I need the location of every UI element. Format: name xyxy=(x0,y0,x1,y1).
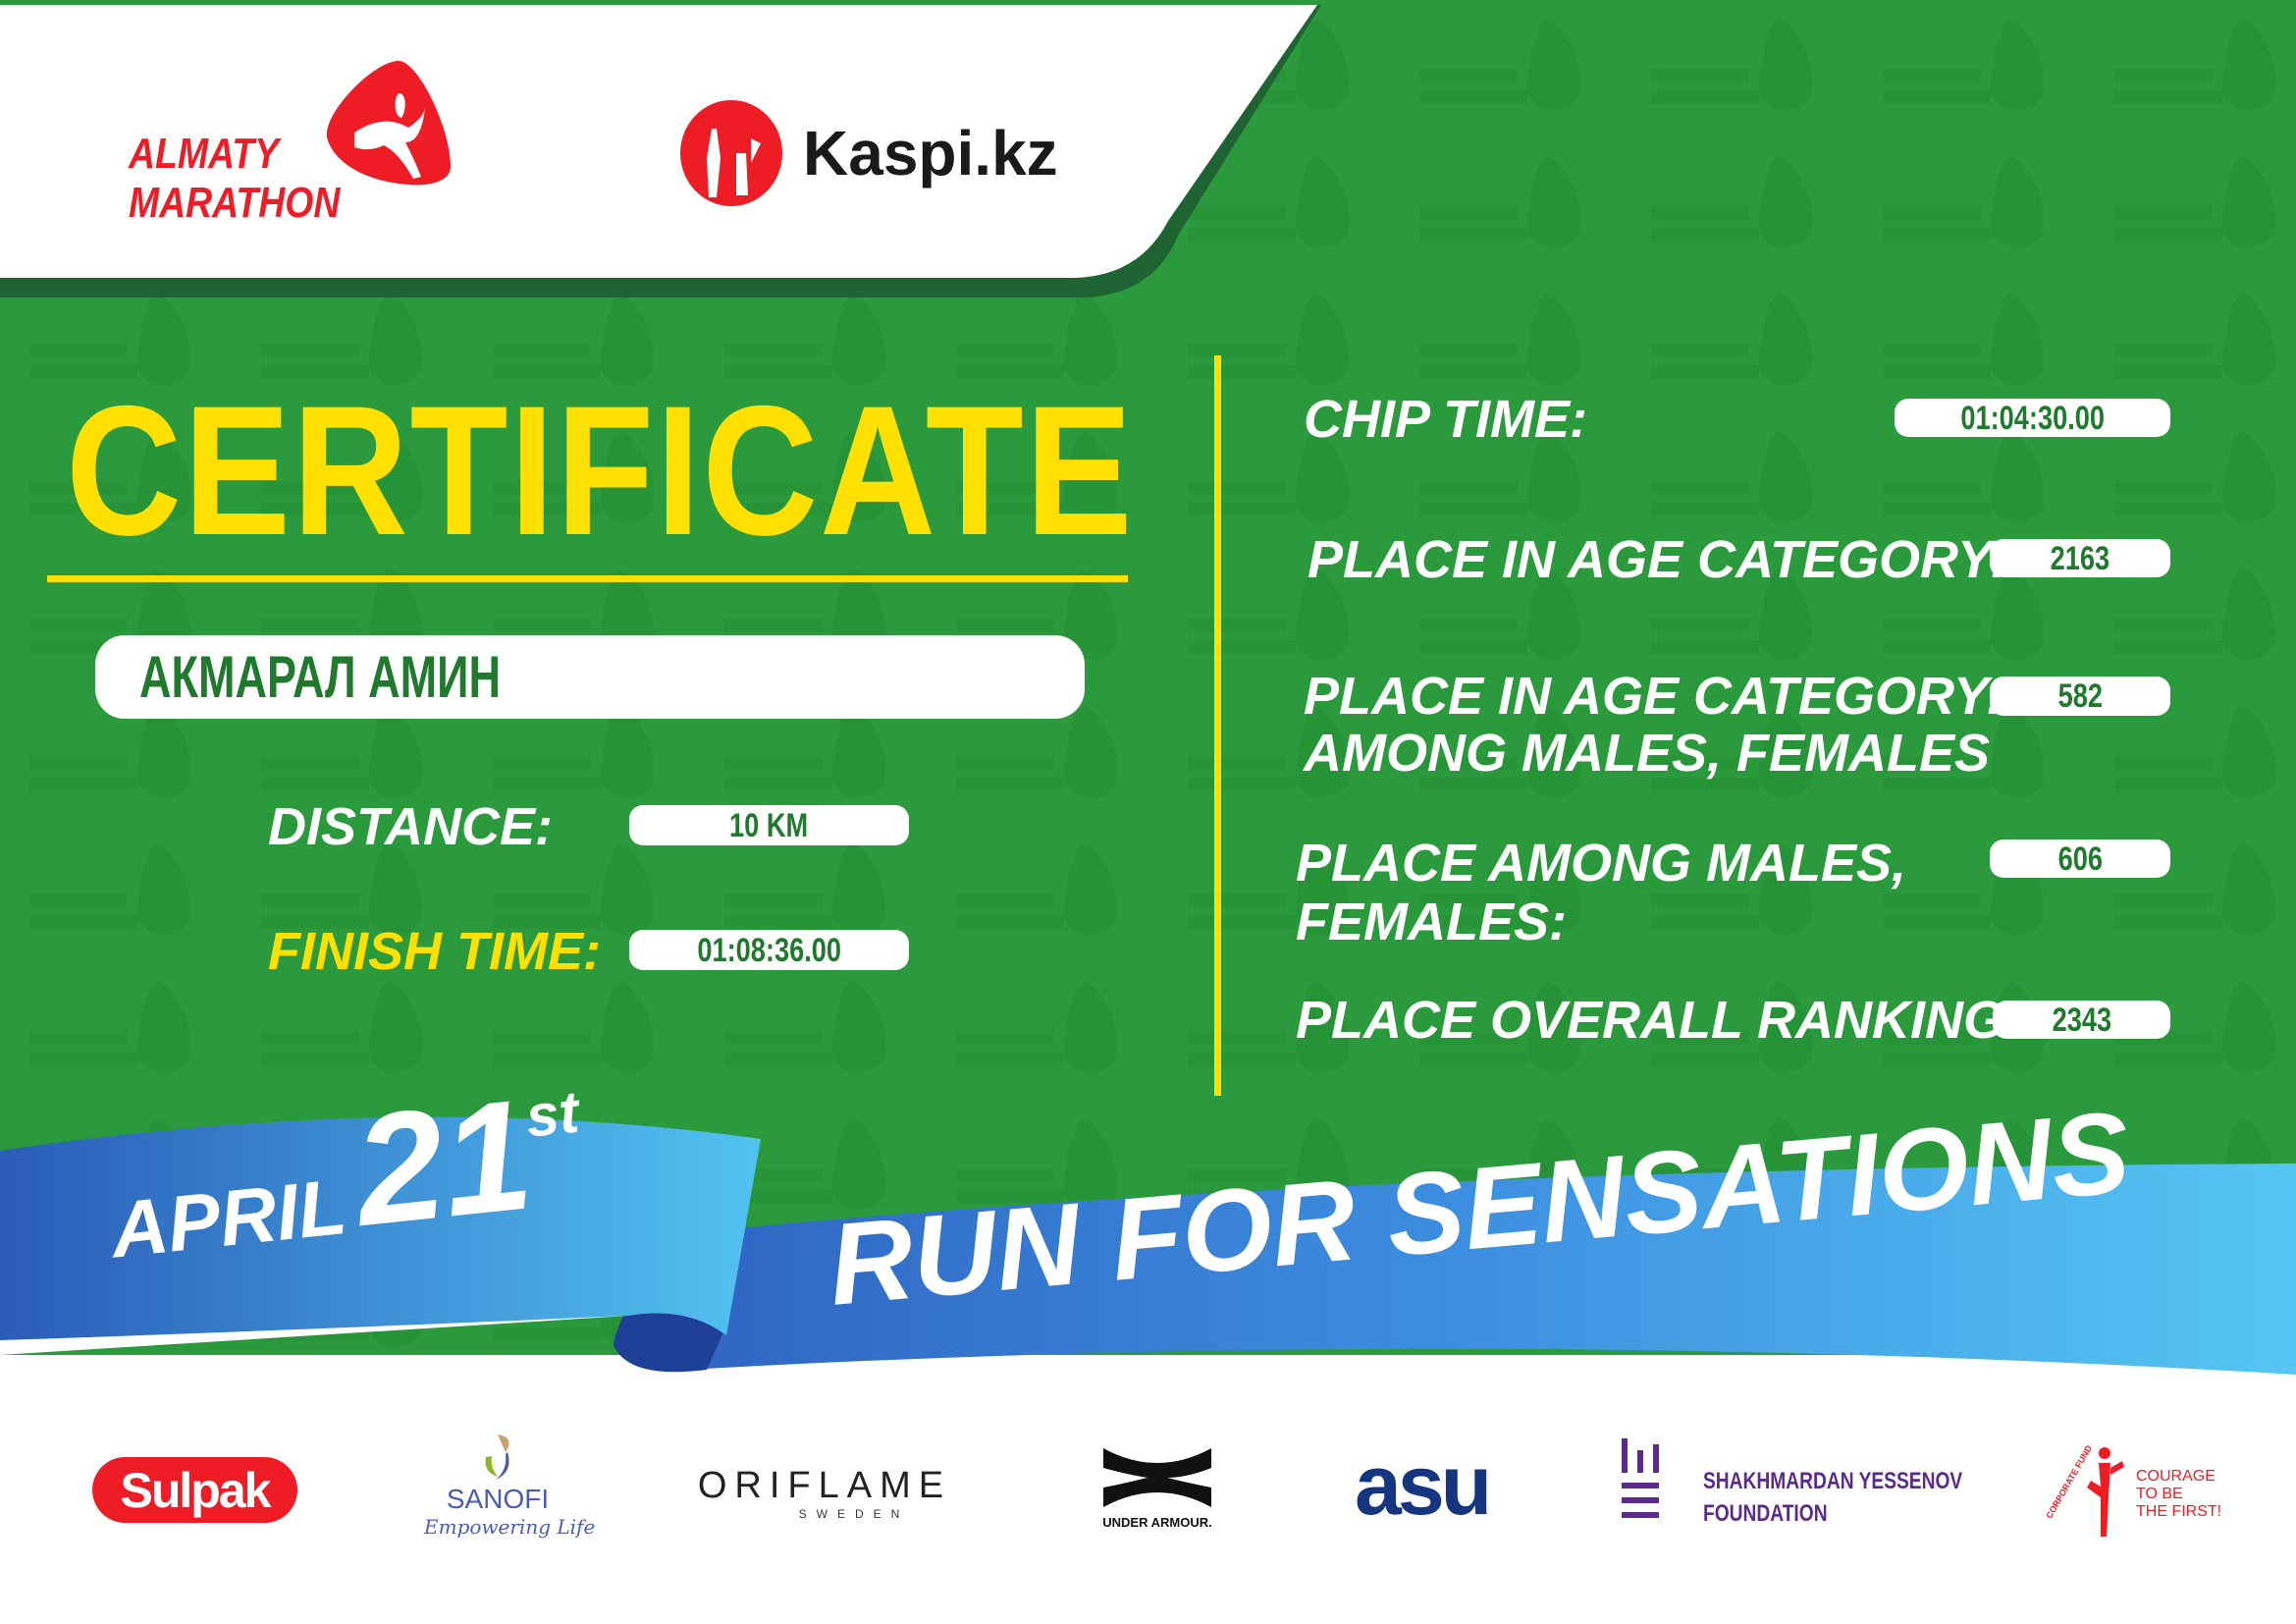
age-category-value-box: 2163 xyxy=(1990,539,2170,577)
age-category-gender-label-1: PLACE IN AGE CATEGORY: xyxy=(1304,667,2004,726)
distance-value: 10 KM xyxy=(729,806,809,844)
date-day: 21 xyxy=(347,1065,540,1259)
finish-time-label: FINISH TIME: xyxy=(268,922,601,981)
gender-place-value: 606 xyxy=(2057,839,2103,878)
age-category-gender-value: 582 xyxy=(2057,677,2103,715)
almaty-logo-line1: ALMATY xyxy=(129,130,280,178)
sanofi-text: SANOFI xyxy=(446,1484,550,1514)
kaspi-logo: Kaspi.kz xyxy=(677,99,1070,207)
ribbon-left xyxy=(0,1116,761,1340)
asu-logo: asu xyxy=(1355,1438,1492,1533)
gender-place-label-1: PLACE AMONG MALES, xyxy=(1296,834,1907,893)
sanofi-tagline: Empowering Life xyxy=(424,1515,596,1539)
yessenov-text-2: FOUNDATION xyxy=(1703,1500,1828,1527)
oriflame-logo: ORIFLAME SWEDEN xyxy=(692,1467,957,1520)
runner-drop-icon xyxy=(326,61,451,186)
courage-runner-icon xyxy=(2087,1447,2124,1537)
almaty-logo-line2: MARATHON xyxy=(129,179,341,227)
finish-time-value: 01:08:36.00 xyxy=(697,931,841,969)
yessenov-text-1: SHAKHMARDAN YESSENOV xyxy=(1703,1468,1963,1494)
chip-time-label: CHIP TIME: xyxy=(1304,390,1587,449)
yessenov-bars-icon xyxy=(1622,1438,1659,1518)
overall-ranking-value: 2343 xyxy=(2052,1001,2111,1039)
distance-value-box: 10 KM xyxy=(629,805,909,845)
overall-ranking-label: PLACE OVERALL RANKING: xyxy=(1296,991,2023,1050)
participant-name: АКМАРАЛ АМИН xyxy=(139,644,501,710)
date-suffix: st xyxy=(522,1078,582,1150)
vertical-divider xyxy=(1214,355,1221,1096)
kaspi-people-icon xyxy=(680,100,782,206)
chip-time-value: 01:04:30.00 xyxy=(1960,399,2105,437)
oriflame-sub: SWEDEN xyxy=(798,1507,910,1521)
courage-text-2: TO BE xyxy=(2136,1486,2183,1502)
age-category-label: PLACE IN AGE CATEGORY: xyxy=(1308,530,2008,589)
kaspi-logo-text: Kaspi.kz xyxy=(803,118,1058,189)
age-category-gender-value-box: 582 xyxy=(1990,677,2170,716)
oriflame-text: ORIFLAME xyxy=(697,1465,952,1506)
age-category-gender-label-2: AMONG MALES, FEMALES xyxy=(1304,724,1990,783)
sulpak-text: Sulpak xyxy=(120,1462,272,1518)
participant-name-box xyxy=(95,635,1085,719)
under-armour-text: UNDER ARMOUR. xyxy=(1102,1515,1212,1530)
almaty-marathon-logo: ALMATY MARATHON xyxy=(129,59,453,231)
certificate-title: CERTIFICATE xyxy=(66,367,1135,573)
gender-place-label-2: FEMALES: xyxy=(1296,893,1567,951)
finish-time-value-box: 01:08:36.00 xyxy=(629,930,909,970)
sanofi-bird-icon xyxy=(485,1435,509,1480)
sulpak-logo: Sulpak xyxy=(92,1457,297,1523)
age-category-value: 2163 xyxy=(2050,539,2110,577)
under-armour-icon xyxy=(1103,1448,1211,1507)
ribbon-main xyxy=(614,1164,2296,1375)
distance-label: DISTANCE: xyxy=(268,797,553,856)
gender-place-value-box: 606 xyxy=(1990,839,2170,878)
title-underline xyxy=(47,575,1128,582)
courage-text-3: THE FIRST! xyxy=(2136,1503,2222,1520)
courage-text-1: COURAGE xyxy=(2136,1468,2216,1485)
chip-time-value-box: 01:04:30.00 xyxy=(1895,399,2170,437)
sanofi-logo: SANOFI Empowering Life xyxy=(424,1433,596,1539)
courage-fund-logo: CORPORATE FUND COURAGE TO BE THE FIRST! xyxy=(2044,1443,2221,1537)
overall-ranking-value-box: 2343 xyxy=(1993,1001,2170,1039)
under-armour-logo: UNDER ARMOUR. xyxy=(1079,1443,1236,1529)
